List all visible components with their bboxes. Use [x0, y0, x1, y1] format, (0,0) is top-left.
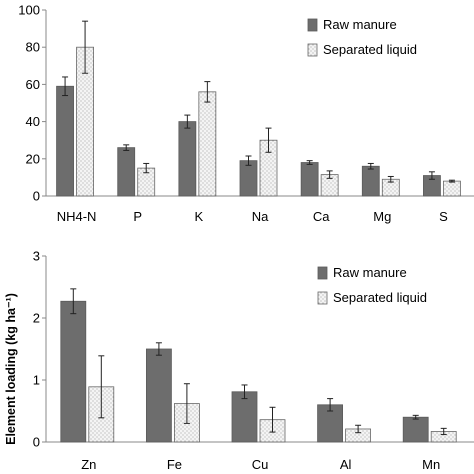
x-tick-label: Na: [252, 209, 269, 224]
bar-raw-manure: [117, 147, 136, 197]
bar-raw-manure: [402, 416, 429, 443]
bar-raw-manure: [60, 300, 87, 443]
bar-raw-manure: [56, 85, 74, 197]
y-tick-label: 0: [33, 189, 40, 204]
x-tick-label: Al: [340, 457, 352, 472]
y-tick-label: 60: [26, 77, 40, 92]
x-tick-label: P: [133, 209, 142, 224]
legend-label: Separated liquid: [333, 290, 427, 305]
x-tick-label: Cu: [252, 457, 269, 472]
bar-raw-manure: [361, 165, 380, 197]
bar-separated-liquid: [443, 180, 461, 197]
y-tick-label: 100: [18, 3, 40, 18]
legend-swatch: [317, 291, 328, 305]
legend-swatch: [307, 18, 318, 32]
bar-raw-manure: [145, 348, 172, 443]
y-tick-label: 20: [26, 151, 40, 166]
chart-top: 0 20 40 60 80 100 NH4-N P K Na Ca Mg S Raw manure Sepa…: [18, 3, 474, 224]
legend-label: Raw manure: [323, 17, 397, 32]
legend-label: Separated liquid: [323, 42, 417, 57]
x-tick-label: S: [439, 209, 448, 224]
y-tick-label: 80: [26, 40, 40, 55]
y-tick-label: 2: [33, 311, 40, 326]
x-tick-label: Mg: [373, 209, 391, 224]
x-tick-label: Zn: [81, 457, 96, 472]
bar-raw-manure: [239, 160, 258, 197]
y-axis-title: Element loading (kg ha⁻¹): [4, 293, 18, 445]
bar-raw-manure: [231, 391, 258, 443]
x-tick-label: Fe: [167, 457, 182, 472]
x-tick-label: NH4-N: [57, 209, 97, 224]
legend-label: Raw manure: [333, 265, 407, 280]
x-tick-label: Mn: [422, 457, 440, 472]
bar-separated-liquid: [198, 91, 217, 197]
y-tick-label: 1: [33, 373, 40, 388]
x-tick-label: Ca: [313, 209, 330, 224]
y-tick-label: 40: [26, 114, 40, 129]
y-tick-label: 0: [33, 435, 40, 450]
bar-raw-manure: [178, 121, 197, 197]
x-tick-label: K: [195, 209, 204, 224]
legend-swatch: [307, 43, 318, 57]
legend-swatch: [317, 266, 328, 280]
y-tick-label: 3: [33, 249, 40, 264]
chart-bottom: 0 1 2 3 Element loading (kg ha⁻¹) Zn Fe Cu Al Mn R…: [4, 249, 474, 472]
bar-raw-manure: [300, 162, 319, 197]
